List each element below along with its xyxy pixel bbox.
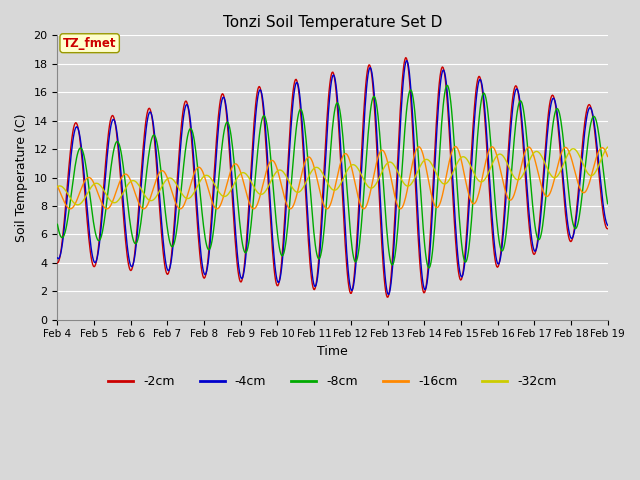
X-axis label: Time: Time [317, 345, 348, 358]
Legend: -2cm, -4cm, -8cm, -16cm, -32cm: -2cm, -4cm, -8cm, -16cm, -32cm [103, 370, 562, 393]
Title: Tonzi Soil Temperature Set D: Tonzi Soil Temperature Set D [223, 15, 442, 30]
Text: TZ_fmet: TZ_fmet [63, 36, 116, 50]
Y-axis label: Soil Temperature (C): Soil Temperature (C) [15, 113, 28, 242]
